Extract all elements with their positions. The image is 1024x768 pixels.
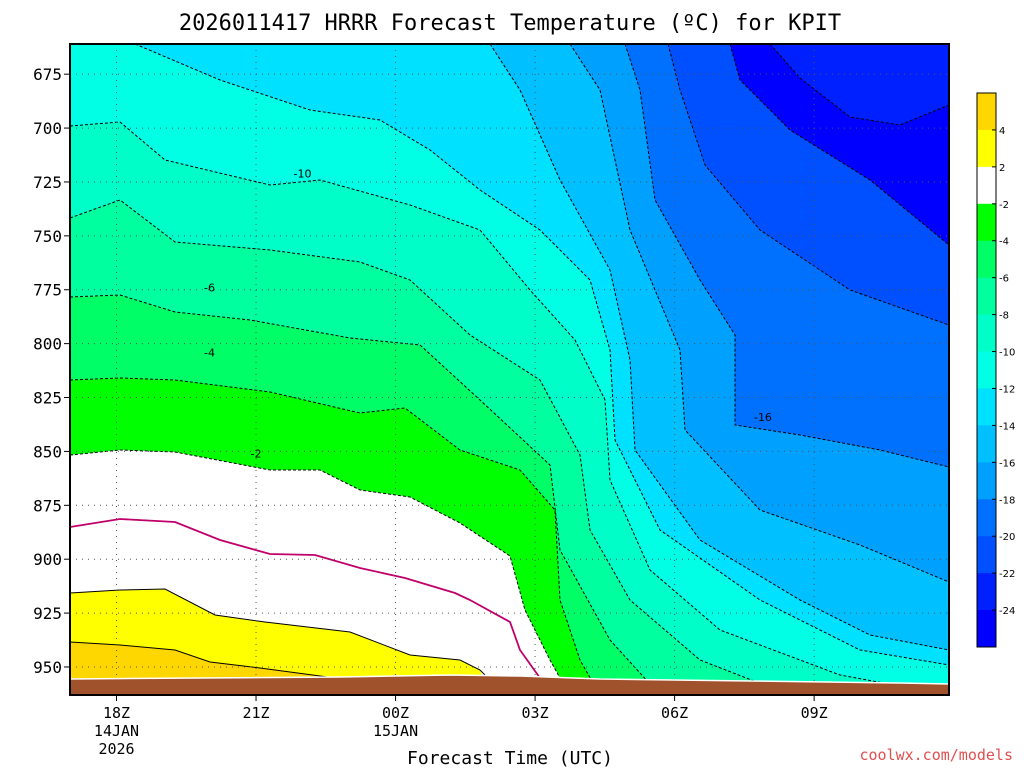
x-tick-label: 00Z	[382, 704, 409, 722]
colorbar-label: -22	[999, 569, 1015, 580]
colorbar-swatch	[977, 166, 996, 205]
colorbar-label: -20	[999, 532, 1015, 543]
contour-label: -10	[294, 167, 312, 180]
colorbar-swatch	[977, 351, 996, 389]
colorbar-swatch	[977, 203, 996, 242]
x-tick-date: 15JAN	[373, 722, 418, 740]
contour-labels: -10 -6 -4 -2 -16	[204, 167, 772, 461]
y-tick-label: 950	[33, 658, 62, 677]
colorbar-frame	[976, 92, 997, 648]
contour-label: -4	[204, 346, 215, 359]
colorbar-label: -6	[999, 274, 1009, 285]
y-tick-label: 825	[33, 389, 62, 408]
colorbar: 4 2 -2 -4 -6 -8 -10 -12 -14 -16 -18 -20 -22 -24	[976, 92, 1015, 648]
grid-lines	[70, 44, 949, 695]
colorbar-swatch	[977, 277, 996, 316]
x-tick-label: 21Z	[242, 704, 269, 722]
y-tick-label: 875	[33, 496, 62, 515]
colorbar-label: -14	[999, 421, 1015, 432]
x-tick-label: 06Z	[661, 704, 688, 722]
y-tick-label: 925	[33, 604, 62, 623]
colorbar-swatch	[977, 499, 996, 537]
chart-title: 2026011417 HRRR Forecast Temperature (ºC…	[179, 11, 841, 36]
y-axis: 675 700 725 750 775 800 825 850 875 900 925 950	[33, 65, 70, 677]
colorbar-swatch	[977, 240, 996, 279]
y-tick-label: 700	[33, 119, 62, 138]
y-tick-label: 800	[33, 335, 62, 354]
colorbar-label: -24	[999, 606, 1015, 617]
colorbar-label: -10	[999, 348, 1015, 359]
colorbar-swatch	[977, 129, 996, 168]
y-tick-label: 725	[33, 173, 62, 192]
colorbar-label: -18	[999, 495, 1015, 506]
colorbar-label: 4	[999, 126, 1005, 137]
x-tick-label: 09Z	[801, 704, 828, 722]
colorbar-label: -12	[999, 384, 1015, 395]
colorbar-label: -4	[999, 237, 1009, 248]
temperature-fill-bands	[70, 44, 949, 695]
colorbar-swatch	[977, 388, 996, 426]
y-tick-label: 750	[33, 227, 62, 246]
contour-label: -2	[251, 448, 262, 461]
x-tick-year: 2026	[98, 740, 134, 758]
y-tick-label: 775	[33, 281, 62, 300]
colorbar-label: -16	[999, 458, 1015, 469]
x-tick-label: 18Z	[103, 704, 130, 722]
band-minus22	[70, 44, 949, 695]
colorbar-label: 2	[999, 163, 1005, 174]
colorbar-label: -2	[999, 200, 1009, 211]
x-tick-label: 03Z	[522, 704, 549, 722]
zero-degree-isotherm	[70, 518, 541, 679]
colorbar-swatch	[977, 462, 996, 500]
colorbar-swatch	[977, 610, 996, 648]
credit-text: coolwx.com/models	[859, 746, 1013, 764]
colorbar-swatch	[977, 425, 996, 463]
colorbar-swatch	[977, 314, 996, 353]
colorbar-swatch	[977, 93, 996, 131]
positive-isotherms	[70, 588, 491, 681]
colorbar-swatch	[977, 536, 996, 574]
plot-frame	[69, 43, 950, 696]
x-axis-label: Forecast Time (UTC)	[407, 748, 613, 768]
contour-label: -6	[204, 282, 215, 295]
isotherm-lines	[70, 44, 949, 695]
colorbar-label: -8	[999, 311, 1009, 322]
y-tick-label: 850	[33, 442, 62, 461]
x-tick-date: 14JAN	[94, 722, 139, 740]
ground-surface	[69, 674, 950, 695]
contour-label: -16	[754, 411, 772, 424]
colorbar-swatch	[977, 573, 996, 611]
y-tick-label: 675	[33, 65, 62, 84]
y-tick-label: 900	[33, 550, 62, 569]
